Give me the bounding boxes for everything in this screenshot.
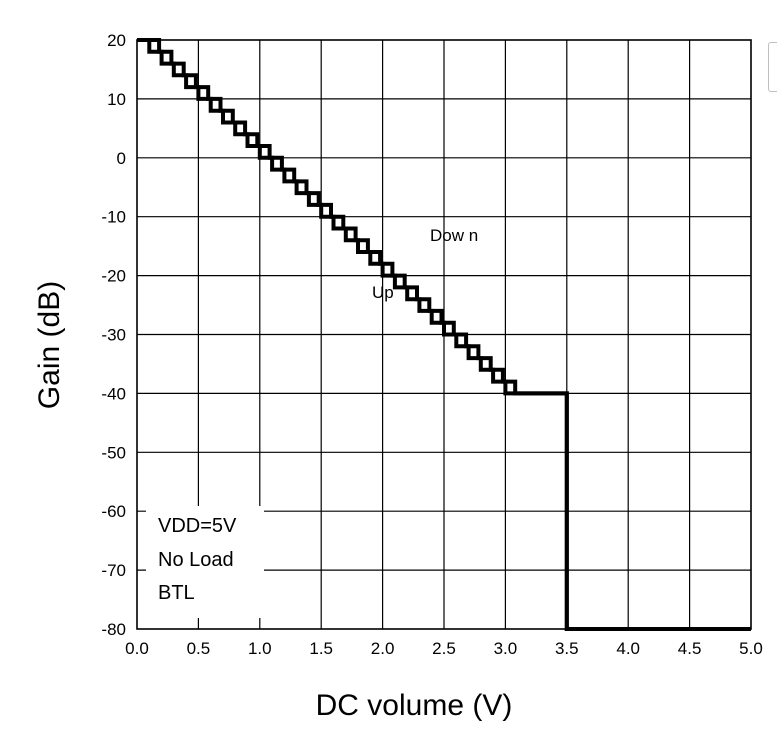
- condition-load: No Load: [158, 549, 234, 571]
- x-tick-label: 4.0: [616, 639, 640, 658]
- x-tick-label: 5.0: [739, 639, 763, 658]
- x-axis-title: DC volume (V): [316, 689, 513, 722]
- y-tick-label: -70: [101, 561, 126, 580]
- annotation-up: Up: [372, 283, 394, 302]
- page-edge-box: [768, 42, 777, 92]
- x-tick-label: 4.5: [678, 639, 702, 658]
- y-tick-labels: 20 10 0 -10 -20 -30 -40 -50 -60 -70 -80: [101, 31, 126, 639]
- series-layer: [137, 38, 751, 631]
- y-tick-label: -50: [101, 443, 126, 462]
- x-tick-label: 1.5: [309, 639, 333, 658]
- y-tick-label: -60: [101, 502, 126, 521]
- plot-frame: [136, 39, 752, 630]
- y-tick-label: 20: [107, 31, 126, 50]
- condition-mode: BTL: [158, 582, 195, 604]
- y-axis-title: Gain (dB): [33, 281, 66, 409]
- condition-vdd: VDD=5V: [158, 515, 237, 537]
- series-line-down: [137, 38, 751, 631]
- y-tick-label: -80: [101, 620, 126, 639]
- y-tick-label: -40: [101, 384, 126, 403]
- conditions-box-bg: [146, 506, 264, 618]
- y-tick-label: -10: [101, 208, 126, 227]
- x-tick-label: 2.5: [432, 639, 456, 658]
- x-tick-label: 0.0: [125, 639, 149, 658]
- annotation-down: Dow n: [430, 226, 478, 245]
- y-tick-label: -30: [101, 326, 126, 345]
- y-tick-label: -20: [101, 267, 126, 286]
- y-tick-label: 10: [107, 90, 126, 109]
- x-tick-label: 2.0: [371, 639, 395, 658]
- x-tick-labels: 0.0 0.5 1.0 1.5 2.0 2.5 3.0 3.5 4.0 4.5 5.0: [125, 639, 763, 658]
- x-tick-label: 3.0: [494, 639, 518, 658]
- series-line-up: [137, 38, 751, 631]
- x-tick-label: 1.0: [248, 639, 272, 658]
- x-tick-label: 3.5: [555, 639, 579, 658]
- conditions-box: VDD=5V No Load BTL: [146, 506, 264, 618]
- x-tick-label: 0.5: [187, 639, 211, 658]
- y-tick-label: 0: [117, 149, 126, 168]
